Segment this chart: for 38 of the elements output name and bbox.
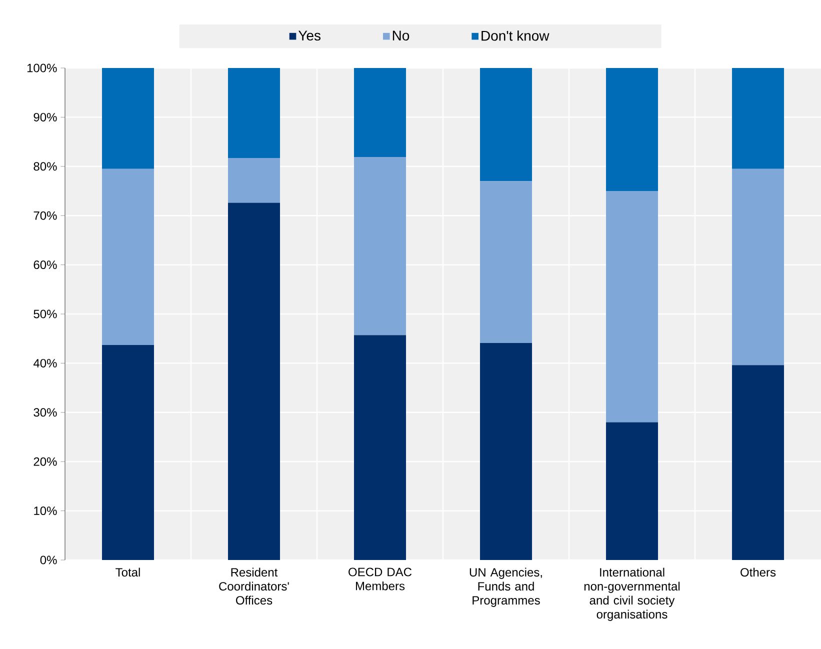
bar bbox=[732, 365, 784, 560]
bar bbox=[102, 344, 154, 560]
x-tick-label: Total bbox=[116, 568, 140, 577]
y-tick-label: 100% bbox=[27, 64, 57, 72]
bar bbox=[606, 68, 658, 191]
y-tick-label: 80% bbox=[34, 162, 57, 171]
bar bbox=[228, 158, 280, 203]
bar bbox=[228, 202, 280, 560]
bar bbox=[354, 68, 406, 158]
bar bbox=[480, 181, 532, 344]
bar bbox=[102, 68, 154, 169]
bar bbox=[354, 157, 406, 336]
bar bbox=[102, 168, 154, 345]
x-tick-label: International non-governmental and civil society organisations bbox=[584, 568, 680, 621]
y-tick-label: 60% bbox=[34, 260, 57, 270]
x-tick-label: Others bbox=[740, 568, 776, 577]
bar bbox=[354, 335, 406, 560]
bar bbox=[228, 68, 280, 158]
bar bbox=[606, 190, 658, 422]
y-tick-label: 10% bbox=[34, 506, 57, 516]
y-tick-label: 50% bbox=[34, 310, 57, 318]
legend-label: Don't know bbox=[482, 30, 550, 41]
legend-label: Yes bbox=[298, 30, 321, 41]
y-tick-label: 30% bbox=[34, 408, 57, 417]
legend-label: No bbox=[392, 30, 410, 41]
bar bbox=[480, 68, 532, 182]
x-tick-label: Resident Coordinators' Offices bbox=[219, 568, 289, 605]
bar bbox=[606, 422, 658, 560]
x-tick-label: UN Agencies, Funds and Programmes bbox=[470, 568, 542, 607]
y-tick-label: 20% bbox=[34, 457, 57, 466]
bar bbox=[732, 168, 784, 366]
y-tick-label: 90% bbox=[34, 112, 57, 122]
y-tick-label: 70% bbox=[34, 211, 57, 220]
x-tick-label: OECD DAC Members bbox=[348, 568, 412, 590]
y-tick-label: 0% bbox=[40, 556, 57, 564]
bar bbox=[480, 343, 532, 560]
y-tick-label: 40% bbox=[33, 358, 57, 368]
bar bbox=[732, 68, 784, 169]
